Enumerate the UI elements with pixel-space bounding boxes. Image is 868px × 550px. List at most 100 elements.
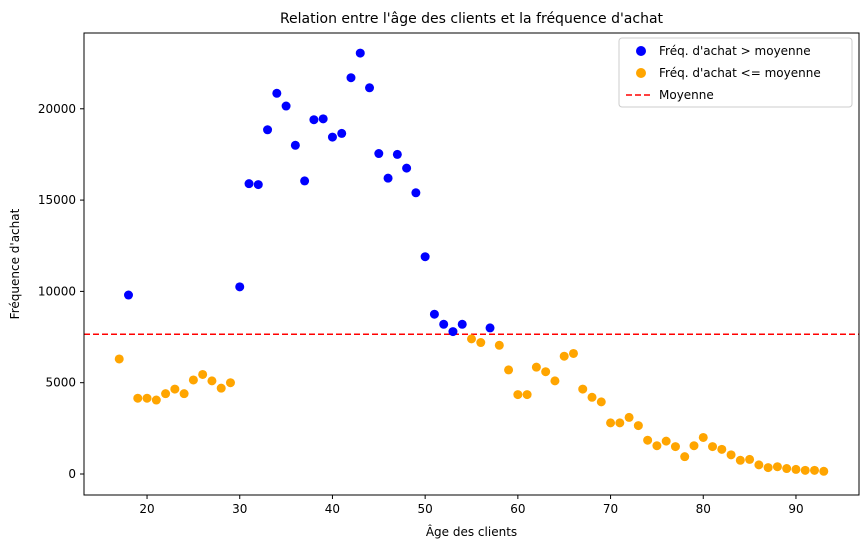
point-above-mean	[429, 309, 439, 319]
y-tick-label: 5000	[45, 376, 76, 390]
point-below-mean	[633, 421, 643, 431]
point-above-mean	[365, 83, 375, 93]
point-above-mean	[420, 252, 430, 262]
point-below-mean	[494, 340, 504, 350]
point-below-mean	[717, 444, 727, 454]
point-below-mean	[763, 463, 773, 473]
point-above-mean	[244, 179, 254, 189]
point-above-mean	[253, 180, 263, 190]
point-above-mean	[309, 115, 319, 125]
legend-label-mean: Moyenne	[659, 88, 714, 102]
point-below-mean	[670, 442, 680, 452]
point-below-mean	[467, 334, 476, 344]
point-below-mean	[615, 418, 625, 428]
point-below-mean	[531, 362, 541, 372]
x-tick-label: 50	[418, 502, 433, 516]
point-below-mean	[680, 452, 690, 462]
point-below-mean	[596, 397, 606, 407]
point-above-mean	[383, 173, 393, 183]
point-below-mean	[726, 450, 736, 460]
point-below-mean	[578, 384, 588, 394]
point-above-mean	[457, 319, 467, 329]
point-below-mean	[624, 412, 634, 422]
point-above-mean	[355, 48, 365, 58]
point-above-mean	[402, 163, 412, 173]
point-below-mean	[661, 436, 671, 446]
point-below-mean	[161, 389, 171, 399]
point-below-mean	[114, 354, 124, 364]
point-below-mean	[754, 460, 764, 470]
point-above-mean	[439, 319, 449, 329]
point-above-mean	[235, 282, 245, 292]
data-points	[114, 48, 829, 476]
x-tick-label: 40	[325, 502, 340, 516]
point-below-mean	[782, 464, 792, 474]
x-tick-label: 20	[139, 502, 154, 516]
point-below-mean	[504, 365, 514, 375]
point-below-mean	[606, 418, 616, 428]
point-below-mean	[513, 390, 523, 400]
point-above-mean	[327, 132, 337, 142]
y-tick-label: 20000	[38, 102, 76, 116]
point-below-mean	[652, 441, 662, 451]
y-axis-label: Fréquence d'achat	[8, 208, 22, 319]
legend-label-below: Fréq. d'achat <= moyenne	[659, 66, 821, 80]
x-tick-label: 90	[788, 502, 803, 516]
point-below-mean	[587, 392, 597, 402]
x-tick-label: 70	[603, 502, 618, 516]
point-below-mean	[142, 393, 152, 403]
point-below-mean	[541, 367, 551, 377]
point-below-mean	[745, 454, 755, 464]
point-above-mean	[337, 128, 347, 138]
point-above-mean	[411, 188, 421, 198]
point-above-mean	[374, 149, 384, 159]
point-below-mean	[522, 390, 532, 400]
point-above-mean	[485, 323, 495, 333]
point-below-mean	[772, 462, 782, 472]
point-above-mean	[123, 290, 133, 300]
point-below-mean	[800, 465, 810, 475]
point-above-mean	[300, 176, 310, 186]
y-tick-label: 0	[68, 467, 76, 481]
chart-title: Relation entre l'âge des clients et la f…	[280, 11, 664, 27]
point-below-mean	[216, 383, 226, 393]
point-above-mean	[318, 114, 328, 124]
point-below-mean	[708, 442, 718, 452]
point-below-mean	[550, 376, 560, 386]
x-axis-label: Âge des clients	[426, 524, 517, 539]
point-below-mean	[791, 464, 801, 474]
point-above-mean	[263, 125, 273, 135]
point-above-mean	[346, 73, 356, 83]
point-below-mean	[188, 375, 198, 385]
x-tick-label: 80	[696, 502, 711, 516]
point-below-mean	[179, 389, 189, 399]
point-above-mean	[281, 101, 291, 111]
point-above-mean	[392, 149, 402, 159]
y-tick-label: 15000	[38, 193, 76, 207]
point-below-mean	[225, 378, 235, 388]
axis-ticks: 20 30 40 50 60 70 80 90 0 5000 10000 15000 20000	[38, 102, 804, 516]
point-above-mean	[272, 88, 282, 98]
point-below-mean	[568, 348, 578, 358]
legend-marker-above	[636, 46, 646, 56]
point-above-mean	[290, 140, 300, 150]
point-below-mean	[735, 455, 745, 465]
point-below-mean	[689, 441, 699, 451]
point-below-mean	[151, 395, 161, 405]
point-below-mean	[559, 351, 569, 361]
x-tick-label: 30	[232, 502, 247, 516]
plot-frame	[83, 32, 860, 496]
point-below-mean	[476, 338, 486, 348]
point-below-mean	[810, 465, 820, 475]
point-above-mean	[448, 327, 458, 337]
x-tick-label: 60	[510, 502, 525, 516]
point-below-mean	[170, 384, 180, 394]
point-below-mean	[207, 376, 217, 386]
point-below-mean	[133, 393, 143, 403]
legend-marker-below	[636, 68, 646, 78]
point-below-mean	[819, 466, 829, 476]
y-tick-label: 10000	[38, 284, 76, 298]
point-below-mean	[198, 369, 208, 379]
legend-box	[618, 37, 853, 108]
